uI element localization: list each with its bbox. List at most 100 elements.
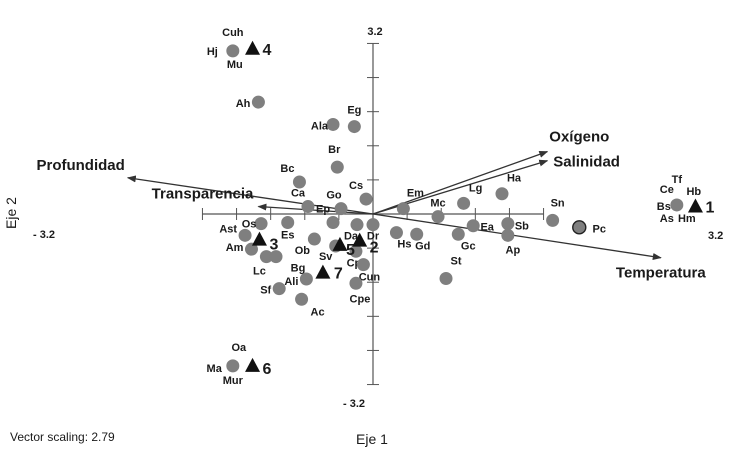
species-point [244,242,258,256]
species-point [457,196,471,210]
station-label: 1 [705,200,714,217]
species-label: Pc [593,223,606,235]
species-point [326,117,340,131]
species-label: Ac [311,306,325,318]
station-markers: 1 2 3 4 5 6 7 [245,40,714,378]
species-label: Lg [469,182,482,194]
species-point [389,226,403,240]
species-label: Bg [291,263,306,275]
species-label: Es [281,230,294,242]
station-triangle [352,232,368,247]
environmental-vectors: Oxígeno Salinidad Temperatura Profundidad Tr… [36,129,706,282]
species-label: Dr [367,231,380,243]
species-point [451,227,465,241]
x-axis-title: Eje 1 [356,431,388,447]
species-point [349,276,363,290]
species-label: Hs [397,239,411,251]
species-point [226,359,240,373]
vector-arrow [372,213,662,260]
species-point [326,216,340,230]
species-label: Cpe [350,293,371,305]
species-point [347,120,361,134]
species-point [466,219,480,233]
species-label: Hj [207,46,218,58]
y-min-tick-label: - 3.2 [343,398,365,410]
species-point [431,210,445,224]
species-point [259,250,273,264]
species-label: Cs [349,180,363,192]
station-triangle [245,40,261,55]
species-label: Ast [219,223,237,235]
species-label: Sb [515,221,529,233]
species-point [254,217,268,231]
species-label: Ah [236,98,251,110]
species-label: Ob [295,245,311,257]
species-label: Cun [359,272,381,284]
vector-label: Temperatura [616,265,706,282]
species-point [572,220,587,235]
species-point [281,216,295,230]
species-point [410,227,424,241]
species-point [350,218,364,232]
species-label: Sv [319,251,333,263]
species-label: Am [226,242,244,254]
species-label: Mu [227,59,243,71]
station-label: 2 [370,240,379,257]
species-label: Hb [686,186,701,198]
tick-labels: - 3.2 3.2 3.2 - 3.2 [33,26,723,410]
vector-arrow [126,175,374,215]
station-label: 3 [269,237,278,254]
x-min-tick-label: - 3.2 [33,229,55,241]
vector-label: Transparencia [152,186,254,203]
species-point [495,187,509,201]
species-point [238,228,252,242]
species-point [501,228,515,242]
species-point [366,218,380,232]
species-label: Mur [223,375,244,387]
species-point [292,175,306,189]
species-point [349,244,363,258]
species-label: Lc [253,266,266,278]
species-label: Ali [284,276,298,288]
station-triangle [687,198,703,213]
species-label: Em [407,188,424,200]
species-label: Mc [430,198,445,210]
station-label: 6 [263,361,272,378]
species-label: Gd [415,240,430,252]
species-label: Sn [551,197,565,209]
vector-label: Profundidad [36,157,124,174]
species-label: Eg [347,105,361,117]
species-label: Os [242,219,257,231]
species-label: Ap [506,244,521,256]
species-point [307,232,321,246]
vector-label: Salinidad [553,154,620,171]
station-triangle [245,357,261,372]
species-label: Br [328,144,341,156]
species-label: Ma [207,363,223,375]
species-label: Ea [480,222,494,234]
species-label: St [451,255,462,267]
species-point [299,272,313,286]
x-max-tick-label: 3.2 [708,230,723,242]
species-label: Da [344,231,359,243]
species-points: Cuh Hj Mu Ah Ala Eg Br Bc Cs Ca Go Em Lg Ha Os Ep Mc Sn Es… [207,27,702,387]
species-point [330,160,344,174]
station-triangle [332,236,348,251]
species-point [359,192,373,206]
y-axis-title: Eje 2 [3,197,19,229]
species-point [251,95,265,109]
species-label: Ca [291,188,306,200]
species-point [301,200,315,214]
station-label: 7 [334,266,343,283]
species-label: Oa [231,342,247,354]
species-label: Ce [660,184,674,196]
species-point [334,202,348,216]
species-label: Bc [280,163,294,175]
station-label: 5 [346,242,355,259]
species-point [226,44,240,58]
species-point [272,282,286,296]
station-label: 4 [263,42,272,59]
species-label: Sf [260,285,271,297]
vector-scaling-note: Vector scaling: 2.79 [10,430,115,444]
